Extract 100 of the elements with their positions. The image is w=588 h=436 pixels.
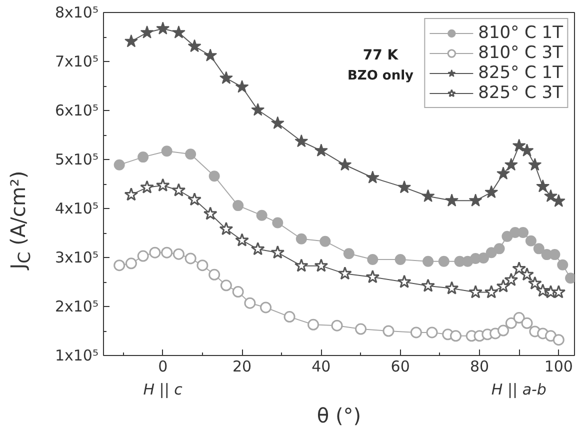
x-tick-label: 100 <box>544 358 573 376</box>
point <box>525 235 536 246</box>
point <box>521 317 533 329</box>
point <box>114 159 125 170</box>
point <box>445 194 458 206</box>
point <box>468 285 482 298</box>
point <box>140 180 154 194</box>
point <box>156 22 170 34</box>
point <box>518 227 529 238</box>
point <box>421 189 435 202</box>
point <box>504 272 518 286</box>
point <box>220 71 233 84</box>
point <box>498 324 510 336</box>
point <box>235 233 249 246</box>
point <box>208 268 220 280</box>
point <box>438 256 450 267</box>
point <box>140 26 154 38</box>
annotation: 77 K <box>362 48 400 64</box>
point <box>544 189 558 202</box>
point <box>156 178 170 192</box>
y-tick-label: 5x10⁵ <box>54 150 99 168</box>
x-tick-label: 20 <box>232 358 252 376</box>
point <box>172 248 184 260</box>
point <box>394 254 406 265</box>
point <box>125 258 137 270</box>
point <box>520 267 534 281</box>
point <box>308 318 320 330</box>
point <box>114 260 126 272</box>
point <box>161 146 172 157</box>
y-tick-label: 7x10⁵ <box>54 52 99 70</box>
point <box>338 266 352 280</box>
y-tick-label: 6x10⁵ <box>54 102 99 120</box>
x-tick-label: 60 <box>390 358 410 376</box>
point <box>232 286 244 298</box>
point <box>284 311 296 323</box>
x-tick-label: 80 <box>470 358 490 376</box>
x-tick-label: 40 <box>312 358 331 376</box>
point <box>138 152 149 163</box>
point <box>220 280 232 292</box>
point <box>478 252 489 264</box>
point <box>505 317 517 329</box>
point <box>450 330 462 342</box>
x-tick-label: 0 <box>158 358 168 376</box>
point <box>549 249 560 260</box>
point <box>244 297 256 309</box>
point <box>338 158 352 171</box>
text: H || c <box>143 380 184 398</box>
point <box>494 243 505 254</box>
point <box>172 183 186 196</box>
point <box>366 270 380 284</box>
point <box>161 246 173 258</box>
point <box>188 39 202 52</box>
point <box>343 248 354 260</box>
point <box>536 179 550 192</box>
text: H || a-b <box>491 380 546 398</box>
point <box>235 80 249 93</box>
point <box>124 34 138 48</box>
point <box>504 158 518 171</box>
point <box>124 188 138 201</box>
point <box>232 200 244 212</box>
y-tick-label: 8x10⁵ <box>54 4 99 22</box>
point <box>512 262 526 275</box>
point <box>496 279 510 292</box>
annotation: BZO only <box>347 68 414 84</box>
point <box>528 276 542 290</box>
point <box>250 242 265 256</box>
point <box>502 230 513 242</box>
point <box>320 236 331 247</box>
y-tick-label: 4x10⁵ <box>54 200 99 218</box>
point <box>421 278 435 292</box>
point <box>422 256 434 267</box>
point <box>184 252 196 264</box>
legend-label: 810° C 3T <box>478 43 563 63</box>
point <box>270 116 284 129</box>
point <box>397 274 412 288</box>
point <box>251 103 265 116</box>
point <box>512 138 526 152</box>
point <box>294 134 308 148</box>
point <box>444 281 459 294</box>
legend-label: 825° C 1T <box>478 63 563 83</box>
legend-label: 810° C 1T <box>478 23 563 43</box>
point <box>513 312 525 324</box>
point <box>426 326 438 338</box>
point <box>552 334 564 346</box>
point <box>149 246 161 258</box>
point <box>260 302 272 314</box>
point <box>196 260 208 272</box>
y-tick-label: 1x10⁵ <box>54 346 99 364</box>
point <box>398 180 411 194</box>
point <box>296 233 307 244</box>
point <box>496 166 510 180</box>
point <box>314 144 328 156</box>
point <box>468 194 482 206</box>
legend-label: 825° C 3T <box>478 83 563 103</box>
x-axis-title: θ (°) <box>316 404 362 428</box>
point <box>204 48 218 62</box>
point <box>486 247 497 258</box>
point <box>219 222 234 236</box>
point <box>366 170 380 184</box>
point <box>270 245 285 259</box>
